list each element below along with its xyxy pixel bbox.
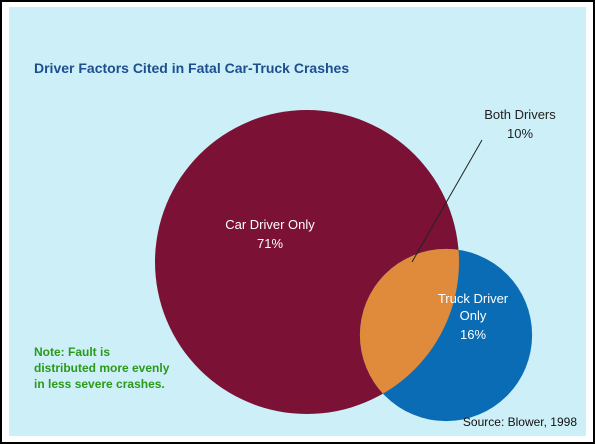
value-label: 71% <box>256 236 284 251</box>
label: Both Drivers <box>484 107 556 122</box>
leader-line <box>411 139 483 263</box>
source: Source: Blower, 1998 <box>462 415 577 429</box>
overlap <box>359 248 459 414</box>
label: Car Driver Only <box>225 217 315 232</box>
value-label: 16% <box>459 327 487 342</box>
note: Note: Fault is distributed more evenly i… <box>34 345 170 391</box>
chart-title: Driver Factors Cited in Fatal Car-Truck … <box>34 60 350 76</box>
value-label: 10% <box>506 126 534 141</box>
label: Truck Driver Only <box>437 291 509 323</box>
